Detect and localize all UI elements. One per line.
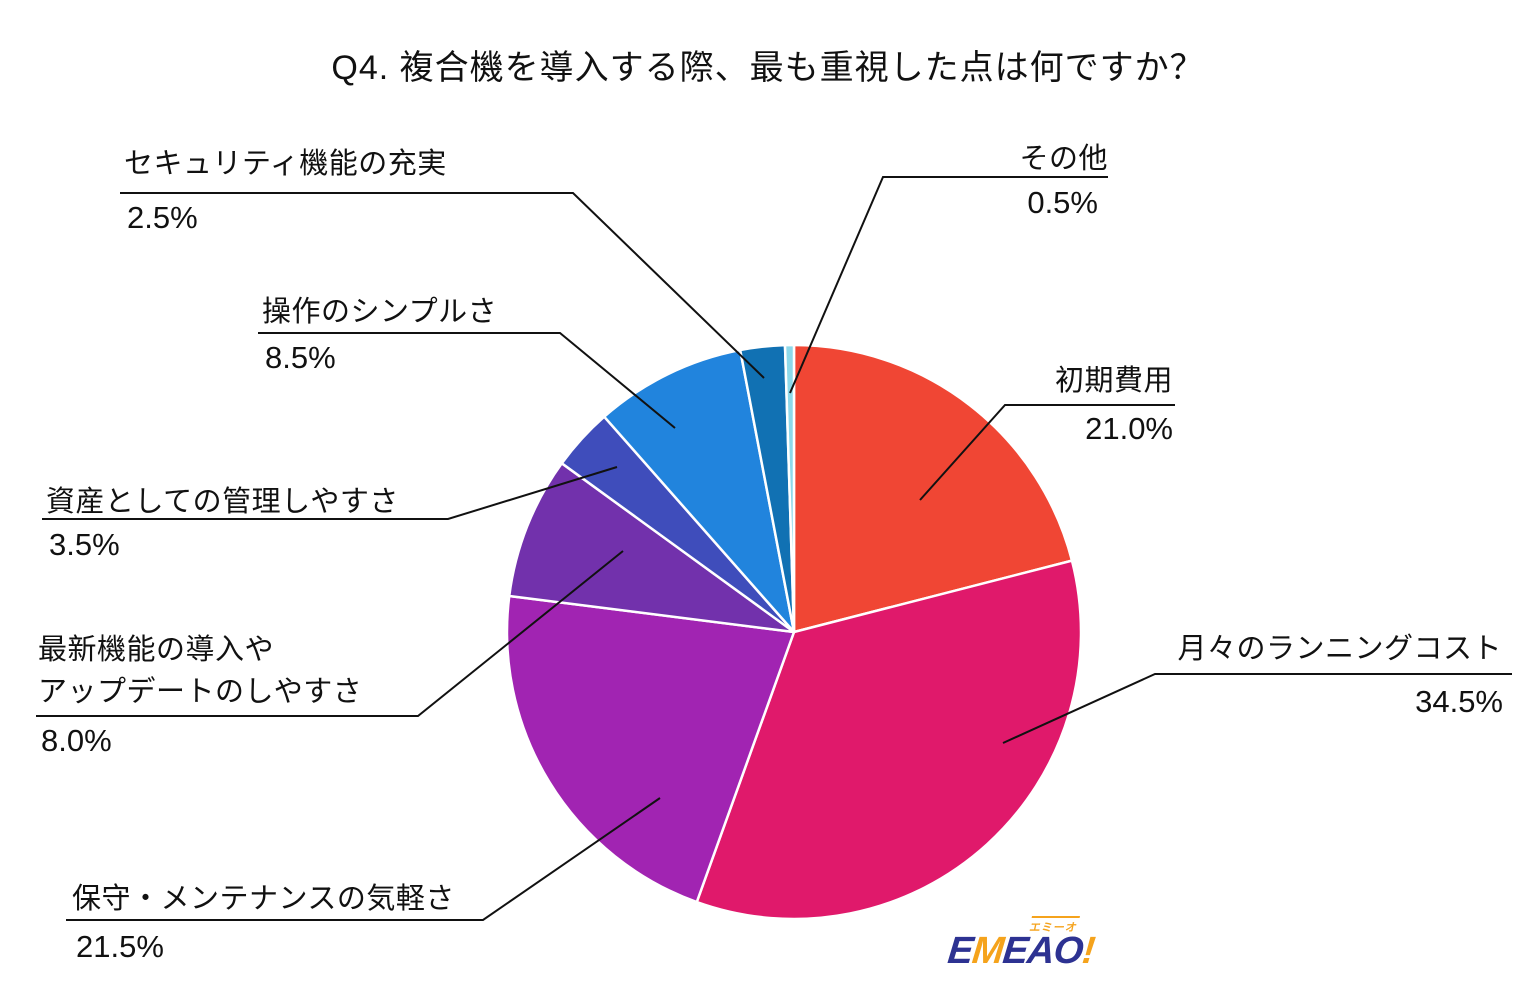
- chart-title: Q4. 複合機を導入する際、最も重視した点は何ですか？: [331, 49, 1205, 87]
- pie-slice-7: [783, 343, 796, 634]
- label-maintenance: 保守・メンテナンスの気軽さ: [72, 883, 455, 915]
- logo-exclamation: !: [1080, 930, 1097, 972]
- pct-running-cost: 34.5%: [1415, 684, 1503, 719]
- leader-line-initial-cost: [919, 404, 1175, 501]
- pie-slice-1: [695, 559, 1083, 921]
- pie-slices-group: [505, 343, 1083, 921]
- label-latest-features-line1: 最新機能の導入や: [38, 634, 275, 666]
- pct-security: 2.5%: [127, 200, 198, 235]
- logo-letters-eao: EAO: [1000, 930, 1085, 972]
- leader-line-other: [789, 176, 1108, 394]
- pie-slice-2: [505, 594, 796, 904]
- leader-line-latest-features: [36, 550, 624, 717]
- pct-asset: 3.5%: [49, 527, 120, 562]
- label-simplicity: 操作のシンプルさ: [262, 296, 498, 328]
- label-initial-cost: 初期費用: [1054, 365, 1173, 397]
- logo-wordmark: EMEAO!: [946, 930, 1097, 973]
- label-security: セキュリティ機能の充実: [124, 148, 447, 180]
- pct-simplicity: 8.5%: [265, 340, 336, 375]
- leader-line-running-cost: [1002, 673, 1512, 744]
- leader-line-simplicity: [258, 332, 676, 429]
- logo-letter-m: M: [970, 930, 1006, 972]
- leader-lines-group: [36, 176, 1512, 921]
- pie-slice-3: [508, 462, 796, 634]
- pct-initial-cost: 21.0%: [1085, 411, 1173, 446]
- leader-line-maintenance: [66, 797, 661, 921]
- label-asset: 資産としての管理しやすさ: [46, 486, 399, 518]
- emeao-logo: エミーオ EMEAO!: [946, 916, 1118, 980]
- leader-line-asset: [42, 466, 618, 520]
- pct-maintenance: 21.5%: [76, 929, 164, 964]
- pie-slice-0: [792, 343, 1074, 634]
- label-running-cost: 月々のランニングコスト: [1177, 633, 1502, 665]
- label-latest-features-line2: アップデートのしやすさ: [38, 676, 363, 708]
- pct-latest-features: 8.0%: [41, 723, 112, 758]
- leader-line-security: [120, 192, 765, 379]
- label-other: その他: [1019, 143, 1108, 175]
- pct-other: 0.5%: [1027, 185, 1098, 220]
- pie-slice-5: [602, 348, 796, 634]
- label-latest-features: 最新機能の導入や アップデートのしやすさ: [38, 629, 362, 713]
